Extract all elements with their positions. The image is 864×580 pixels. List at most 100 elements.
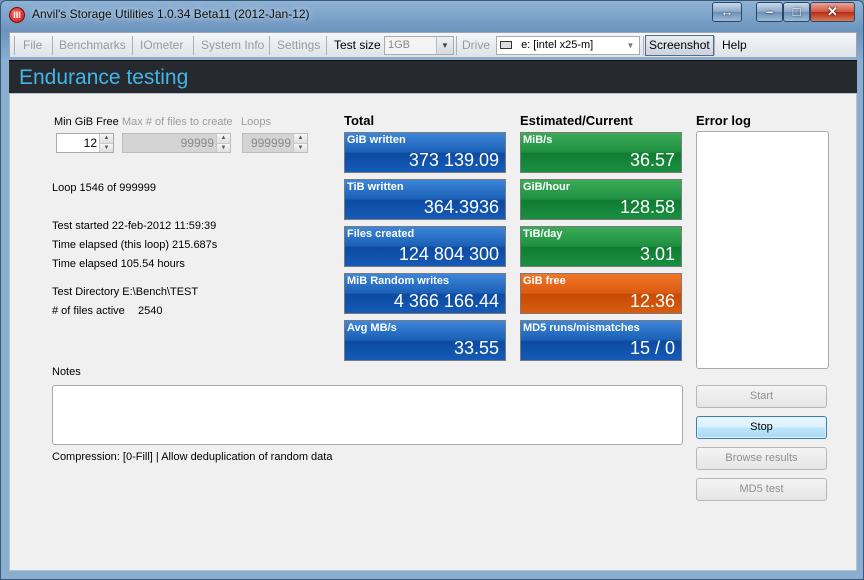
tile-files-created: Files created 124 804 300	[344, 226, 506, 267]
tile-label: GiB written	[347, 134, 406, 146]
minimize-button[interactable]: –	[756, 2, 783, 22]
files-active-label: # of files active	[52, 305, 125, 317]
toolbar-separator	[132, 36, 133, 55]
stepper-down-icon[interactable]: ▼	[294, 143, 307, 152]
min-gib-free-label: Min GiB Free	[54, 116, 119, 128]
close-icon: ✕	[827, 4, 838, 19]
tile-label: GiB/hour	[523, 181, 571, 193]
browse-results-button[interactable]: Browse results	[696, 447, 827, 470]
tile-label: MD5 runs/mismatches	[523, 322, 640, 334]
tile-label: GiB free	[523, 275, 566, 287]
status-bar	[9, 571, 857, 579]
tile-label: MiB Random writes	[347, 275, 450, 287]
toolbar-separator	[643, 36, 644, 55]
toolbar-separator	[14, 36, 15, 55]
stepper-up-icon[interactable]: ▲	[294, 134, 307, 143]
drive-select[interactable]: e: [intel x25-m] ▼	[496, 36, 640, 55]
screenshot-button[interactable]: Screenshot	[645, 35, 714, 56]
files-active-value: 2540	[138, 305, 163, 317]
tile-mib-random-writes: MiB Random writes 4 366 166.44	[344, 273, 506, 314]
stepper-down-icon[interactable]: ▼	[100, 143, 113, 152]
tile-value: 373 139.09	[408, 150, 499, 170]
compression-info: Compression: [0-Fill] | Allow deduplicat…	[52, 451, 333, 463]
notes-textarea[interactable]	[52, 385, 683, 445]
maximize-icon: □	[792, 4, 801, 19]
toolbar-separator	[193, 36, 194, 55]
max-files-value: 99999	[180, 136, 214, 150]
stepper-down-icon[interactable]: ▼	[217, 143, 230, 152]
header-band: Endurance testing	[9, 60, 857, 93]
tile-avg-mbs: Avg MB/s 33.55	[344, 320, 506, 361]
tile-gib-per-hour: GiB/hour 128.58	[520, 179, 682, 220]
tile-value: 15 / 0	[629, 338, 675, 358]
tile-value: 33.55	[453, 338, 499, 358]
tile-label: TiB/day	[523, 228, 563, 240]
test-size-value: 1GB	[388, 39, 411, 51]
stepper-up-icon[interactable]: ▲	[217, 134, 230, 143]
stop-button[interactable]: Stop	[696, 416, 827, 439]
test-size-label: Test size	[334, 38, 381, 52]
max-files-label: Max # of files to create	[122, 116, 233, 128]
tile-tib-per-day: TiB/day 3.01	[520, 226, 682, 267]
tile-gib-free: GiB free 12.36	[520, 273, 682, 314]
drive-icon	[500, 41, 512, 49]
tile-tib-written: TiB written 364.3936	[344, 179, 506, 220]
tile-label: Avg MB/s	[347, 322, 397, 334]
stepper-buttons[interactable]: ▲ ▼	[99, 134, 113, 152]
loops-stepper[interactable]: 999999 ▲ ▼	[242, 133, 308, 153]
tile-label: Files created	[347, 228, 415, 240]
toolbar-separator	[326, 36, 327, 55]
tile-gib-written: GiB written 373 139.09	[344, 132, 506, 173]
menu-settings[interactable]: Settings	[277, 38, 321, 52]
page-title: Endurance testing	[19, 66, 189, 89]
tile-value: 364.3936	[423, 197, 499, 217]
min-gib-free-stepper[interactable]: 12 ▲ ▼	[56, 133, 114, 153]
test-directory: Test Directory E:\Bench\TEST	[52, 286, 199, 298]
start-button[interactable]: Start	[696, 385, 827, 408]
tile-value: 4 366 166.44	[393, 291, 499, 311]
main-toolbar: File Benchmarks IOmeter System Info Sett…	[9, 32, 857, 58]
window-title: Anvil's Storage Utilities 1.0.34 Beta11 …	[32, 7, 310, 21]
chevron-down-icon[interactable]: ▼	[436, 37, 453, 54]
menu-help[interactable]: Help	[722, 38, 747, 52]
max-files-stepper[interactable]: 99999 ▲ ▼	[122, 133, 231, 153]
main-panel: Min GiB Free Max # of files to create Lo…	[9, 93, 857, 571]
md5-test-button[interactable]: MD5 test	[696, 478, 827, 501]
toolbar-separator	[714, 36, 715, 55]
menu-system-info[interactable]: System Info	[201, 38, 265, 52]
time-elapsed-total: Time elapsed 105.54 hours	[52, 258, 185, 270]
app-logo-icon[interactable]: III	[9, 7, 25, 23]
tile-value: 124 804 300	[398, 244, 499, 264]
error-log-textarea[interactable]	[696, 131, 829, 369]
tile-label: MiB/s	[523, 134, 553, 146]
tile-label: TiB written	[347, 181, 404, 193]
tile-md5-runs: MD5 runs/mismatches 15 / 0	[520, 320, 682, 361]
maximize-button[interactable]: □	[783, 2, 810, 22]
stepper-buttons[interactable]: ▲ ▼	[293, 134, 307, 152]
menu-benchmarks[interactable]: Benchmarks	[59, 38, 126, 52]
tile-value: 12.36	[629, 291, 675, 311]
loop-status: Loop 1546 of 999999	[52, 182, 156, 194]
close-button[interactable]: ✕	[810, 2, 855, 22]
test-size-select[interactable]: 1GB ▼	[384, 36, 454, 55]
time-elapsed-loop: Time elapsed (this loop) 215.687s	[52, 239, 218, 251]
tile-value: 128.58	[619, 197, 675, 217]
tile-mib-per-s: MiB/s 36.57	[520, 132, 682, 173]
toolbar-separator	[456, 36, 457, 55]
stepper-up-icon[interactable]: ▲	[100, 134, 113, 143]
title-bar[interactable]: III Anvil's Storage Utilities 1.0.34 Bet…	[1, 1, 863, 29]
loops-value: 999999	[250, 136, 291, 150]
tile-value: 3.01	[639, 244, 675, 264]
min-gib-free-value: 12	[83, 136, 97, 150]
chevron-down-icon[interactable]: ▼	[622, 37, 639, 54]
stepper-buttons[interactable]: ▲ ▼	[216, 134, 230, 152]
horizontal-arrows-icon: ↔	[720, 4, 734, 19]
menu-file[interactable]: File	[23, 38, 43, 52]
resize-window-button[interactable]: ↔	[712, 2, 742, 22]
menu-iometer[interactable]: IOmeter	[140, 38, 184, 52]
totals-heading: Total	[344, 113, 375, 128]
error-log-heading: Error log	[696, 113, 751, 128]
tile-value: 36.57	[629, 150, 675, 170]
drive-value: e: [intel x25-m]	[521, 39, 594, 51]
